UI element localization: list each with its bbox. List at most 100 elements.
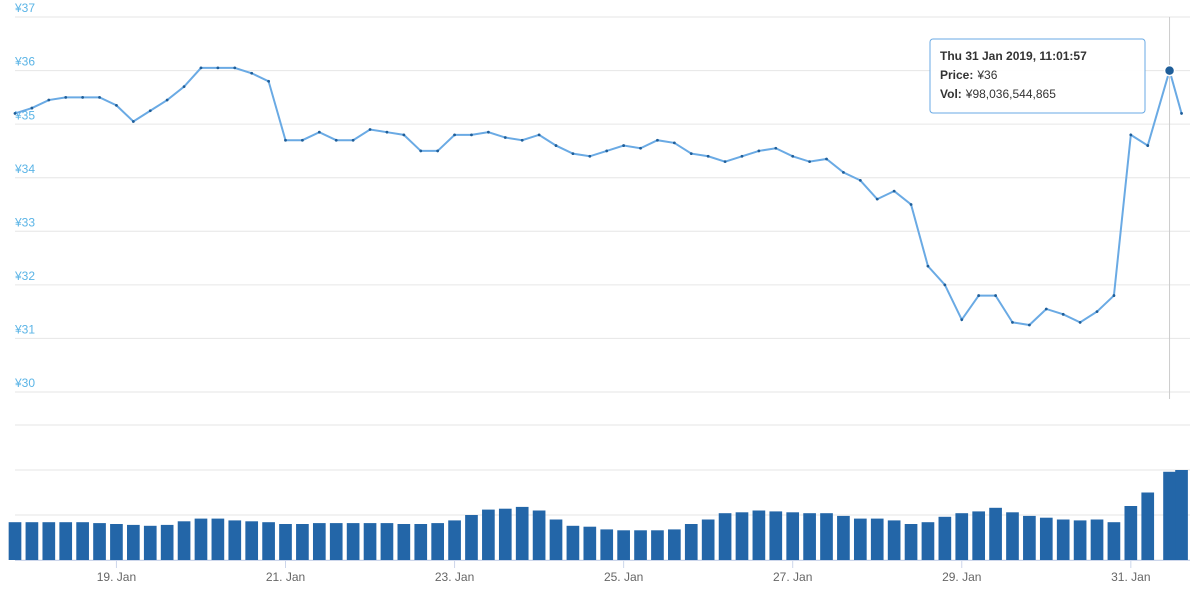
- price-point: [402, 133, 406, 137]
- volume-bar: [769, 511, 783, 560]
- volume-bar: [887, 520, 901, 560]
- volume-bar: [989, 507, 1002, 560]
- price-point: [858, 178, 862, 182]
- price-point: [284, 138, 287, 142]
- volume-bar: [262, 522, 275, 560]
- volume-bar: [8, 522, 22, 560]
- volume-bar: [1107, 522, 1121, 560]
- price-point: [689, 152, 693, 156]
- volume-bar: [380, 523, 394, 560]
- y-tick-label: ¥33: [14, 215, 35, 229]
- price-point: [1061, 312, 1065, 316]
- volume-bar: [837, 515, 850, 560]
- volume-bar: [160, 524, 174, 560]
- price-point: [1078, 320, 1082, 324]
- price-point: [199, 66, 203, 70]
- price-point: [774, 146, 778, 150]
- price-point: [1044, 307, 1048, 311]
- tooltip-box: [929, 38, 1146, 114]
- volume-bar: [1163, 471, 1176, 560]
- y-tick-label: ¥30: [14, 376, 35, 390]
- price-point: [892, 189, 896, 193]
- price-point: [520, 138, 524, 142]
- volume-bar: [1073, 520, 1087, 560]
- volume-bar: [786, 512, 800, 560]
- price-point: [875, 197, 879, 201]
- tooltip-row: Vol: ¥98,036,544,865: [940, 87, 1056, 101]
- price-point: [1180, 112, 1183, 115]
- price-point: [436, 149, 440, 153]
- volume-bar: [1006, 512, 1019, 560]
- volume-bar: [59, 522, 73, 560]
- x-tick-label: 23. Jan: [435, 570, 474, 584]
- price-point: [1027, 323, 1031, 327]
- volume-bar: [498, 508, 512, 560]
- volume-bar: [448, 520, 461, 560]
- price-point: [470, 133, 473, 137]
- price-point: [351, 138, 355, 142]
- price-point: [588, 154, 592, 158]
- price-point: [419, 149, 423, 153]
- volume-bar: [583, 526, 597, 560]
- price-point: [791, 154, 795, 158]
- volume-bar: [93, 523, 106, 560]
- price-point: [165, 98, 169, 102]
- tooltip-value: ¥36: [976, 68, 997, 82]
- price-line: [14, 66, 1183, 327]
- volume-bar: [668, 529, 681, 560]
- price-point: [131, 120, 135, 123]
- price-point: [1095, 310, 1099, 314]
- price-point: [757, 149, 761, 153]
- volume-bar: [735, 512, 749, 560]
- volume-bar: [245, 521, 259, 560]
- volume-bar: [110, 524, 123, 560]
- volume-bar: [76, 522, 89, 560]
- price-point: [605, 149, 609, 153]
- price-point: [1129, 133, 1133, 137]
- price-point: [909, 203, 913, 206]
- volume-bar: [938, 516, 952, 560]
- volume-bar: [651, 530, 664, 560]
- price-point: [926, 264, 930, 268]
- volume-bar: [1056, 519, 1070, 560]
- price-point: [706, 154, 710, 158]
- volume-bar: [1039, 517, 1053, 560]
- x-tick-label: 25. Jan: [604, 570, 643, 584]
- volume-bar: [701, 519, 715, 560]
- price-point: [943, 283, 947, 287]
- price-point: [1112, 294, 1116, 297]
- price-point: [486, 130, 490, 134]
- volume-bar: [414, 524, 428, 560]
- volume-bar: [143, 525, 157, 560]
- volume-bar: [684, 524, 698, 560]
- volume-bar: [718, 513, 732, 560]
- volume-bar: [600, 529, 614, 560]
- volume-bar: [532, 510, 546, 560]
- tooltip-key: Price:: [940, 68, 973, 82]
- volume-bar: [752, 510, 766, 560]
- price-point: [503, 136, 507, 139]
- price-point: [960, 318, 964, 322]
- price-point: [622, 144, 626, 147]
- price-point: [977, 294, 981, 297]
- volume-bar: [279, 524, 292, 560]
- volume-bar: [955, 513, 969, 560]
- x-tick-label: 29. Jan: [942, 570, 981, 584]
- y-tick-label: ¥32: [14, 269, 35, 283]
- volume-bar: [566, 525, 580, 560]
- price-point: [825, 157, 828, 161]
- y-tick-label: ¥37: [14, 1, 35, 15]
- volume-bar: [803, 513, 816, 560]
- volume-bar: [972, 511, 986, 560]
- price-point: [301, 138, 304, 142]
- volume-bar: [211, 518, 225, 560]
- price-point: [554, 144, 558, 147]
- tooltip-value: ¥98,036,544,865: [965, 87, 1056, 101]
- volume-bar: [1124, 506, 1138, 560]
- x-tick-label: 19. Jan: [97, 570, 136, 584]
- price-point: [98, 95, 101, 99]
- volume-bar: [482, 509, 495, 560]
- price-point: [250, 71, 254, 75]
